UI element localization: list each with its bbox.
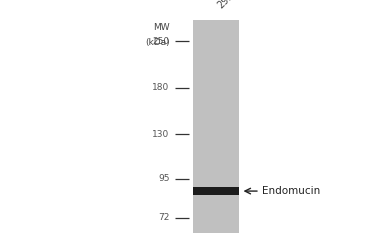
Text: MW: MW: [153, 23, 169, 32]
Text: (kDa): (kDa): [145, 38, 169, 47]
FancyBboxPatch shape: [192, 187, 239, 195]
FancyBboxPatch shape: [192, 20, 239, 233]
Text: 72: 72: [158, 214, 169, 222]
Text: 250: 250: [152, 36, 169, 46]
Text: 293T: 293T: [216, 0, 240, 10]
Text: 180: 180: [152, 83, 169, 92]
Text: 95: 95: [158, 174, 169, 183]
Text: Endomucin: Endomucin: [262, 186, 320, 196]
Text: 130: 130: [152, 130, 169, 138]
